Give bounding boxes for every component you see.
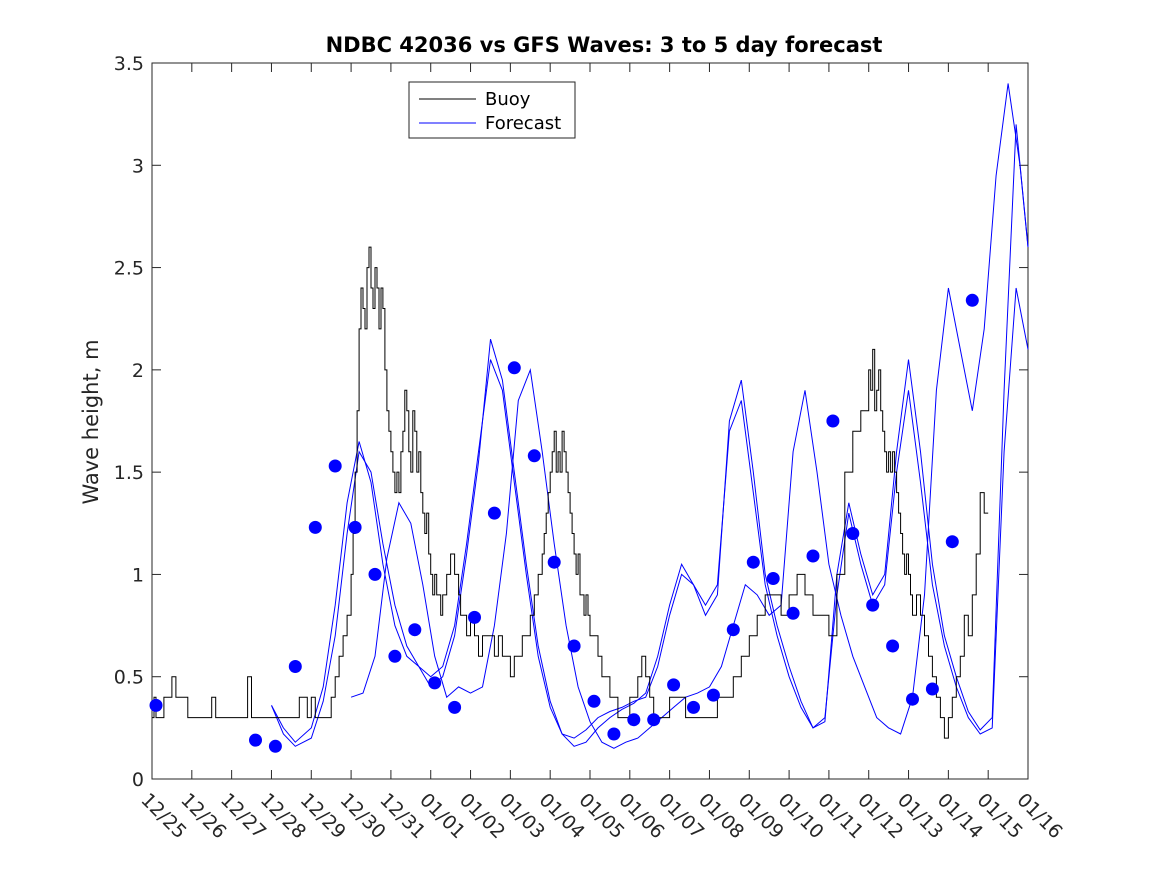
- legend-buoy-label: Buoy: [485, 89, 531, 110]
- forecast-marker: [806, 549, 820, 563]
- y-axis-label: Wave height, m: [79, 339, 103, 504]
- forecast-marker: [826, 414, 840, 428]
- chart-title: NDBC 42036 vs GFS Waves: 3 to 5 day fore…: [326, 33, 883, 57]
- legend-forecast-label: Forecast: [485, 113, 561, 134]
- forecast-marker: [268, 739, 282, 753]
- legend-box: [408, 81, 576, 139]
- forecast-marker: [925, 682, 939, 696]
- forecast-marker: [766, 572, 780, 585]
- forecast-line: [271, 124, 1029, 747]
- forecast-marker: [607, 727, 621, 741]
- forecast-marker: [726, 623, 740, 637]
- forecast-marker: [846, 527, 860, 540]
- forecast-marker: [786, 606, 800, 620]
- forecast-marker: [388, 649, 402, 663]
- forecast-marker: [706, 688, 720, 702]
- forecast-marker: [428, 676, 442, 690]
- forecast-marker: [587, 694, 601, 708]
- forecast-marker: [906, 692, 919, 706]
- forecast-marker: [547, 555, 561, 569]
- legend: Buoy Forecast: [408, 81, 576, 139]
- forecast-marker: [567, 639, 581, 653]
- forecast-marker: [149, 698, 163, 712]
- forecast-marker: [288, 660, 302, 673]
- forecast-marker: [308, 520, 322, 534]
- forecast-marker: [627, 713, 641, 727]
- y-tick-label: 1: [132, 564, 144, 586]
- forecast-marker: [687, 700, 700, 714]
- forecast-marker: [866, 598, 880, 612]
- forecast-marker: [507, 361, 521, 375]
- forecast-marker: [746, 555, 760, 569]
- gridless-plot-area: [151, 62, 1029, 780]
- y-tick-label: 3: [132, 155, 144, 177]
- forecast-marker: [468, 610, 481, 624]
- series-layer: [149, 83, 1029, 753]
- forecast-marker: [328, 459, 342, 473]
- forecast-marker: [965, 293, 979, 307]
- forecast-marker: [487, 506, 501, 520]
- y-tick-label: 3.5: [114, 53, 144, 75]
- y-tick-label: 0.5: [114, 667, 144, 689]
- y-tick-label: 2: [132, 360, 144, 382]
- forecast-marker: [448, 700, 462, 714]
- forecast-marker: [527, 449, 541, 463]
- forecast-marker: [408, 623, 422, 637]
- forecast-line: [350, 83, 1029, 749]
- forecast-marker: [647, 713, 661, 727]
- forecast-marker: [886, 639, 900, 653]
- plot-area-frame: [151, 62, 1029, 780]
- forecast-marker: [348, 520, 362, 534]
- forecast-marker: [249, 733, 262, 747]
- forecast-marker: [667, 678, 681, 692]
- y-axis: 0 0.5 1 1.5 2 2.5 3 3.5: [114, 53, 1028, 791]
- forecast-marker: [368, 567, 382, 581]
- forecast-marker: [945, 535, 959, 549]
- y-tick-label: 2.5: [114, 258, 144, 280]
- forecast-line: [271, 287, 1029, 743]
- y-tick-label: 0: [132, 769, 144, 791]
- buoy-line: [152, 246, 989, 739]
- y-tick-label: 1.5: [114, 462, 144, 484]
